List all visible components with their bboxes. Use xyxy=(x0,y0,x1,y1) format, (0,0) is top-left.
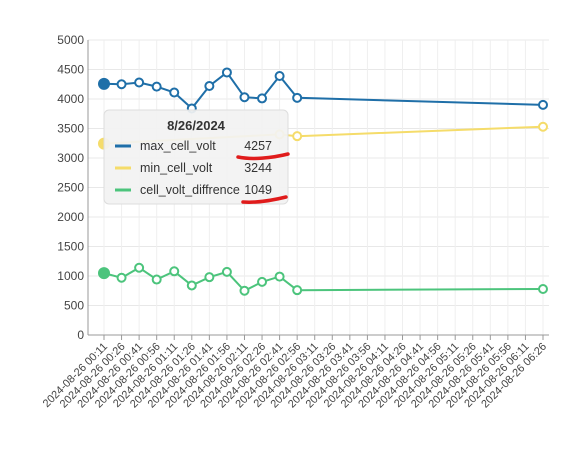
data-point-max_cell_volt xyxy=(239,92,250,103)
tooltip-label: cell_volt_diffrence xyxy=(140,183,240,197)
data-point-cell_volt_diffrence xyxy=(274,271,285,282)
data-point-max_cell_volt xyxy=(292,92,303,103)
data-point-max_cell_volt xyxy=(169,87,180,98)
data-point-max_cell_volt xyxy=(538,99,548,110)
y-tick-label: 4500 xyxy=(57,63,84,77)
tooltip-title: 8/26/2024 xyxy=(167,118,226,133)
y-tick-label: 3000 xyxy=(57,151,84,165)
data-point-cell_volt_diffrence xyxy=(186,280,197,291)
y-tick-label: 2000 xyxy=(57,210,84,224)
data-point-cell_volt_diffrence xyxy=(538,283,548,294)
data-point-min_cell_volt xyxy=(538,121,548,132)
data-point-max_cell_volt xyxy=(204,81,215,92)
axes xyxy=(87,40,549,340)
tooltip-label: min_cell_volt xyxy=(140,161,213,175)
data-point-cell_volt_diffrence xyxy=(151,274,162,285)
y-tick-label: 1500 xyxy=(57,240,84,254)
data-point-cell_volt_diffrence xyxy=(134,262,145,273)
data-point-cell_volt_diffrence xyxy=(257,276,268,287)
y-tick-label: 4000 xyxy=(57,92,84,106)
data-point-max_cell_volt xyxy=(257,93,268,104)
data-point-cell_volt_diffrence xyxy=(239,285,250,296)
y-tick-label: 5000 xyxy=(57,33,84,47)
tooltip-rows: max_cell_volt 4257 min_cell_volt 3244 cell_v… xyxy=(115,139,290,204)
y-tick-labels: 0 500 1000 1500 2000 2500 3000 3500 4000 4500 5000 xyxy=(57,33,84,342)
data-point-min_cell_volt xyxy=(292,131,303,142)
data-point-max_cell_volt xyxy=(151,81,162,92)
data-point-cell_volt_diffrence xyxy=(169,266,180,277)
y-tick-label: 1000 xyxy=(57,269,84,283)
data-point-max_cell_volt xyxy=(116,79,127,90)
data-point-cell_volt_diffrence xyxy=(292,285,303,296)
tooltip-value: 1049 xyxy=(244,183,272,197)
tooltip-value: 4257 xyxy=(244,139,272,153)
y-tick-label: 0 xyxy=(77,328,84,342)
y-tick-label: 2500 xyxy=(57,181,84,195)
data-point-max_cell_volt xyxy=(134,77,145,88)
data-point-max_cell_volt xyxy=(98,77,110,90)
data-point-max_cell_volt xyxy=(274,70,285,81)
tooltip: 8/26/2024 max_cell_volt 4257 min_cell_volt… xyxy=(103,109,290,205)
data-point-cell_volt_diffrence xyxy=(116,272,127,283)
y-tick-label: 3500 xyxy=(57,122,84,136)
data-point-max_cell_volt xyxy=(221,67,232,78)
y-tick-label: 500 xyxy=(64,299,84,313)
tooltip-value: 3244 xyxy=(244,161,272,175)
red-underline-mark xyxy=(236,152,290,161)
red-underline-mark xyxy=(241,195,288,204)
data-point-cell_volt_diffrence xyxy=(221,266,232,277)
data-point-cell_volt_diffrence xyxy=(204,272,215,283)
tooltip-label: max_cell_volt xyxy=(140,139,216,153)
tooltip-box xyxy=(103,109,289,205)
data-point-cell_volt_diffrence xyxy=(98,267,110,280)
